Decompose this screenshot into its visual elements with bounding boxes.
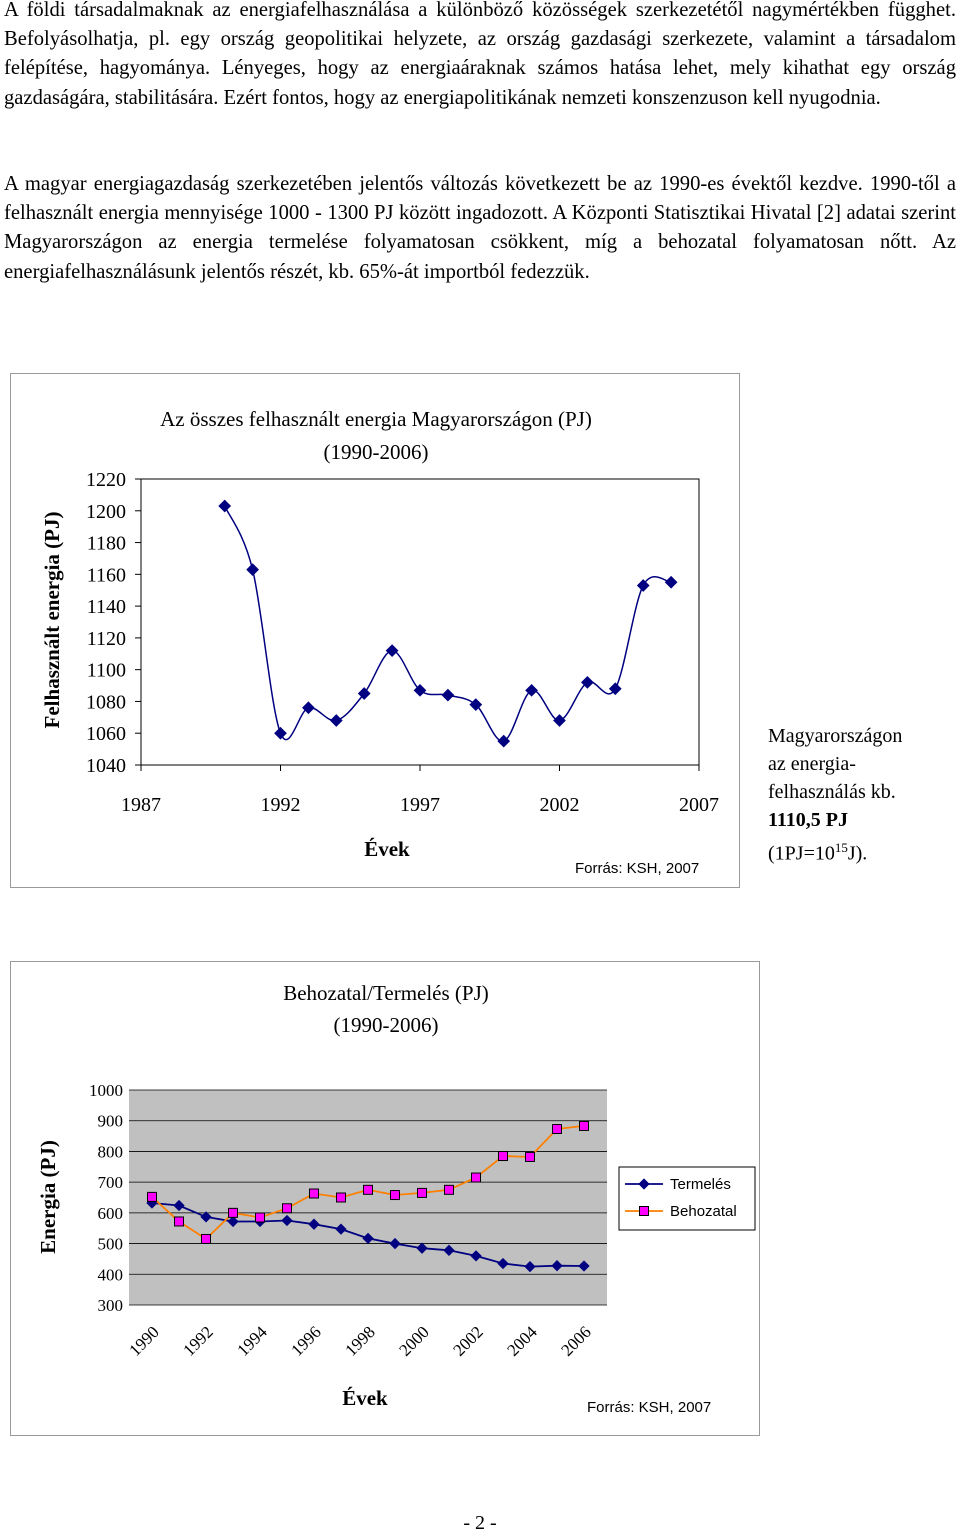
chart1-xtick-label: 2002 xyxy=(540,794,580,816)
chart2-xtick-label: 2004 xyxy=(503,1322,541,1360)
series-behozatal-point xyxy=(336,1192,346,1203)
series-behozatal-point xyxy=(444,1184,454,1195)
series-behozatal-point xyxy=(282,1203,292,1214)
chart1-ytick-label: 1200 xyxy=(86,501,126,523)
chart2-xtick-label: 1996 xyxy=(287,1322,324,1359)
chart1-data-point xyxy=(385,644,399,657)
chart2-title: Behozatal/Termelés (PJ) xyxy=(283,981,489,1005)
chart1-data-point xyxy=(553,714,566,727)
chart2-xtick-label: 2002 xyxy=(449,1322,486,1359)
chart1-subtitle: (1990-2006) xyxy=(324,440,429,464)
chart1-xtick-label: 1987 xyxy=(121,794,161,816)
chart1-data-point xyxy=(525,683,538,697)
chart1-data-point xyxy=(664,575,678,589)
side-note-line-5: (1PJ=1015J). xyxy=(768,834,958,868)
legend-label: Termelés xyxy=(670,1176,731,1193)
series-termeles-point xyxy=(524,1260,536,1273)
chart1-ytick-label: 1160 xyxy=(87,564,126,586)
chart1-xlabel: Évek xyxy=(364,837,410,861)
import-production-chart-svg: Behozatal/Termelés (PJ) (1990-2006) Ener… xyxy=(36,981,756,1416)
chart2-xtick-label: 2000 xyxy=(395,1322,432,1359)
page-number: - 2 - xyxy=(463,1512,497,1534)
side-note-unit-post: J). xyxy=(847,842,868,865)
legend-marker xyxy=(638,1178,650,1190)
chart1-ytick-label: 1080 xyxy=(86,691,126,713)
import-production-chart: Behozatal/Termelés (PJ) (1990-2006) Ener… xyxy=(10,961,760,1436)
side-note: Magyarországon az energia- felhasználás … xyxy=(768,722,958,868)
chart2-ytick-label: 900 xyxy=(98,1112,124,1131)
chart2-ytick-label: 1000 xyxy=(89,1081,123,1100)
chart1-xtick-label: 1997 xyxy=(400,794,440,816)
legend-box xyxy=(618,1166,756,1231)
total-energy-chart: Az összes felhasznált energia Magyarorsz… xyxy=(10,373,740,888)
series-behozatal-point xyxy=(390,1190,400,1201)
series-behozatal-point xyxy=(174,1216,184,1227)
side-note-unit-pre: (1PJ=10 xyxy=(768,842,835,865)
paragraph-hungary-energy: A magyar energiagazdaság szerkezetében j… xyxy=(4,173,956,283)
chart1-ytick-label: 1180 xyxy=(87,533,126,555)
chart2-ytick-label: 300 xyxy=(98,1296,124,1315)
chart1-data-point xyxy=(497,734,511,748)
chart1-data-point xyxy=(636,579,650,592)
chart2-xtick-label: 2006 xyxy=(557,1322,594,1359)
chart1-plot-area xyxy=(140,478,700,766)
series-behozatal-point xyxy=(417,1187,427,1198)
series-behozatal-point xyxy=(309,1188,319,1199)
chart2-ytick-label: 600 xyxy=(98,1204,124,1223)
chart1-data-point xyxy=(581,676,594,689)
chart2-ytick-label: 800 xyxy=(98,1142,124,1161)
side-note-exponent: 15 xyxy=(834,840,848,855)
series-behozatal-point xyxy=(498,1151,508,1162)
series-behozatal-point xyxy=(228,1207,238,1218)
series-behozatal-point xyxy=(525,1151,535,1162)
chart2-subtitle: (1990-2006) xyxy=(334,1013,439,1037)
side-note-value: 1110,5 PJ xyxy=(768,809,849,831)
chart2-xtick-label: 1990 xyxy=(125,1322,162,1359)
chart2-plot-area xyxy=(129,1090,607,1305)
chart1-data-point xyxy=(329,714,343,727)
chart1-data-point xyxy=(218,499,232,513)
chart1-source: Forrás: KSH, 2007 xyxy=(575,860,699,877)
chart2-legend: Termelés Behozatal xyxy=(618,1166,756,1231)
chart2-xlabel: Évek xyxy=(342,1386,388,1410)
series-termeles-point xyxy=(470,1250,482,1262)
chart1-data-point xyxy=(274,726,287,740)
side-note-line-3: felhasználás kb. xyxy=(768,781,896,803)
chart1-ytick-label: 1140 xyxy=(87,596,126,618)
legend-marker xyxy=(639,1206,649,1216)
side-note-line-2: az energia- xyxy=(768,753,856,775)
chart2-ytick-label: 500 xyxy=(98,1235,124,1254)
series-behozatal-point xyxy=(471,1172,481,1183)
chart1-ytick-label: 1220 xyxy=(86,469,126,491)
chart1-data-point xyxy=(246,563,259,576)
series-behozatal-point xyxy=(147,1191,157,1202)
total-energy-chart-svg: Az összes felhasznált energia Magyarorsz… xyxy=(40,407,719,877)
series-behozatal-point xyxy=(255,1212,265,1223)
chart1-xtick-label: 2007 xyxy=(679,794,719,816)
legend-label: Behozatal xyxy=(670,1203,737,1220)
chart2-ytick-label: 700 xyxy=(98,1173,124,1192)
chart1-ylabel: Felhasznált energia (PJ) xyxy=(40,512,64,729)
series-behozatal-point xyxy=(552,1124,562,1135)
chart1-ytick-label: 1060 xyxy=(86,723,126,745)
paragraph-intro: A földi társadalmaknak az energiafelhasz… xyxy=(4,0,956,109)
chart1-ytick-label: 1120 xyxy=(87,628,126,650)
chart2-source: Forrás: KSH, 2007 xyxy=(587,1399,711,1416)
chart2-ylabel: Energia (PJ) xyxy=(36,1140,60,1254)
chart1-ytick-label: 1040 xyxy=(86,755,126,777)
series-behozatal-point xyxy=(201,1233,211,1244)
chart1-xtick-label: 1992 xyxy=(261,794,301,816)
chart2-ytick-label: 400 xyxy=(98,1265,124,1284)
chart1-series-line xyxy=(224,505,672,742)
chart1-ytick-label: 1100 xyxy=(87,660,126,682)
chart1-title: Az összes felhasznált energia Magyarorsz… xyxy=(160,407,592,431)
side-note-line-1: Magyarországon xyxy=(768,725,903,747)
chart1-data-point xyxy=(441,688,455,702)
chart2-xtick-label: 1992 xyxy=(179,1322,216,1359)
series-behozatal-point xyxy=(579,1120,589,1131)
series-behozatal-point xyxy=(363,1184,373,1195)
chart2-xtick-label: 1994 xyxy=(233,1322,271,1360)
chart2-xtick-label: 1998 xyxy=(341,1322,378,1359)
